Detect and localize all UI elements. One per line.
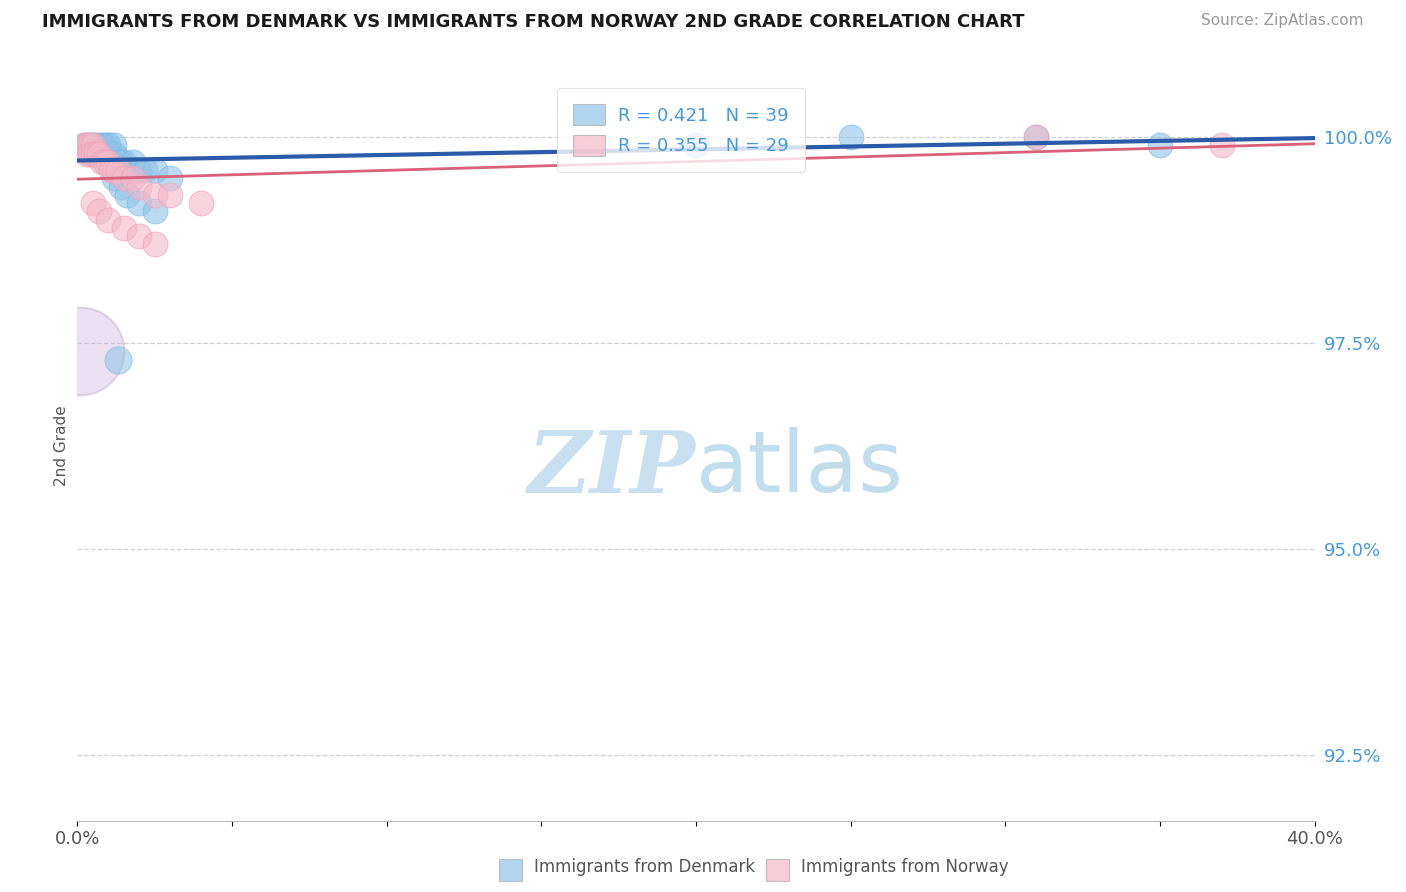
Point — [103, 163, 125, 178]
Point — [122, 171, 145, 186]
Point — [76, 138, 98, 153]
Point — [134, 163, 156, 178]
Point — [159, 171, 181, 186]
Point — [84, 146, 107, 161]
Point — [79, 146, 101, 161]
Point — [82, 138, 104, 153]
Point — [82, 146, 104, 161]
Point — [1025, 130, 1047, 145]
Point — [97, 146, 120, 161]
Point — [110, 155, 132, 169]
Point — [76, 146, 98, 161]
Point — [122, 155, 145, 169]
Point — [97, 138, 120, 153]
Point — [100, 163, 122, 178]
Text: Immigrants from Norway: Immigrants from Norway — [801, 858, 1010, 876]
Text: IMMIGRANTS FROM DENMARK VS IMMIGRANTS FROM NORWAY 2ND GRADE CORRELATION CHART: IMMIGRANTS FROM DENMARK VS IMMIGRANTS FR… — [42, 13, 1025, 31]
Point — [190, 196, 212, 211]
Point — [97, 155, 120, 169]
Point — [91, 146, 114, 161]
Text: Immigrants from Denmark: Immigrants from Denmark — [534, 858, 755, 876]
Point — [128, 229, 150, 244]
Point — [82, 138, 104, 153]
Point — [112, 155, 135, 169]
Point — [72, 138, 94, 153]
Point — [115, 187, 138, 202]
Point — [115, 163, 138, 178]
Point — [87, 146, 110, 161]
Text: ZIP: ZIP — [529, 426, 696, 510]
Point — [143, 163, 166, 178]
Point — [159, 187, 181, 202]
Point — [112, 171, 135, 186]
Point — [84, 146, 107, 161]
Point — [87, 204, 110, 219]
Point — [79, 138, 101, 153]
Point — [128, 163, 150, 178]
Point — [110, 179, 132, 194]
Point — [100, 146, 122, 161]
Point — [87, 146, 110, 161]
Point — [1149, 138, 1171, 153]
Point — [82, 146, 104, 161]
Point — [107, 155, 129, 169]
Point — [107, 352, 129, 367]
Point — [839, 130, 862, 145]
Point — [69, 344, 91, 359]
Point — [97, 138, 120, 153]
Point — [685, 138, 707, 153]
Point — [103, 171, 125, 186]
Point — [112, 220, 135, 235]
Text: Source: ZipAtlas.com: Source: ZipAtlas.com — [1201, 13, 1364, 29]
Point — [1025, 130, 1047, 145]
Point — [94, 138, 117, 153]
Text: atlas: atlas — [696, 427, 904, 510]
Point — [87, 138, 110, 153]
Point — [107, 163, 129, 178]
Point — [103, 146, 125, 161]
Point — [103, 138, 125, 153]
Point — [79, 138, 101, 153]
Point — [91, 155, 114, 169]
Point — [82, 138, 104, 153]
Point — [94, 155, 117, 169]
Point — [128, 179, 150, 194]
Point — [143, 204, 166, 219]
Y-axis label: 2nd Grade: 2nd Grade — [53, 406, 69, 486]
Point — [97, 212, 120, 227]
Point — [143, 187, 166, 202]
Point — [84, 138, 107, 153]
Point — [82, 196, 104, 211]
Point — [79, 146, 101, 161]
Point — [72, 138, 94, 153]
Point — [94, 146, 117, 161]
Point — [91, 138, 114, 153]
Point — [1211, 138, 1233, 153]
Point — [143, 237, 166, 252]
Legend: R = 0.421   N = 39, R = 0.355   N = 29: R = 0.421 N = 39, R = 0.355 N = 29 — [557, 88, 804, 172]
Point — [76, 138, 98, 153]
Point — [128, 196, 150, 211]
